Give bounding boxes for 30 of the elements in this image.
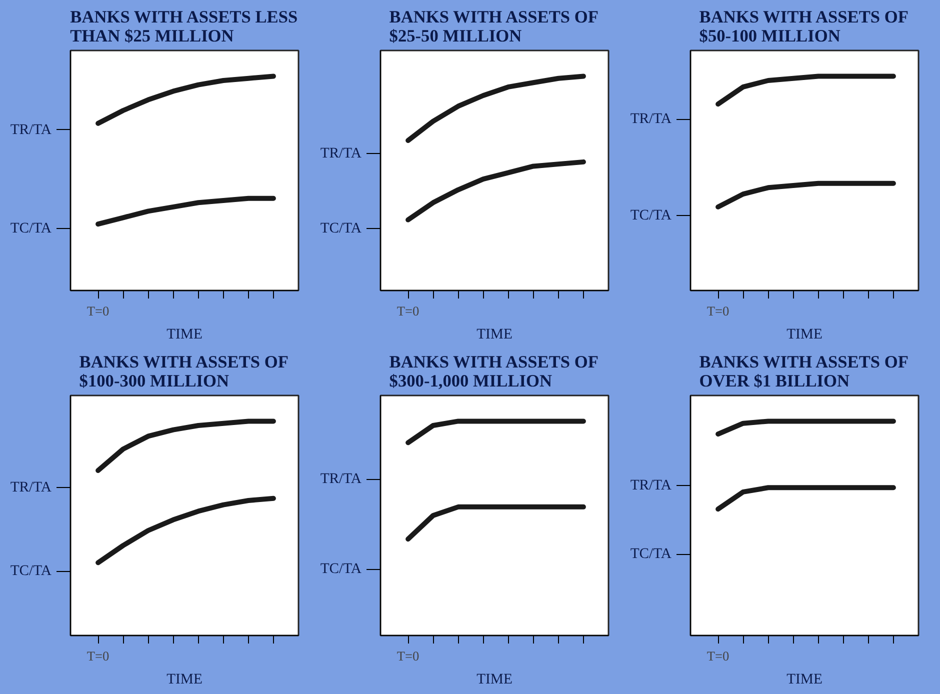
text: T=0 — [396, 304, 420, 318]
text: T=0 — [86, 648, 110, 664]
ref-line-label: TR/TA — [10, 480, 52, 496]
ref-line-label: TC/TA — [320, 561, 362, 578]
chart-title: BANKS WITH ASSETS OF $300-1,000 MILLION — [389, 352, 598, 390]
x-axis-title: TIME — [786, 672, 822, 688]
ref-line-label: TC/TA — [10, 220, 52, 236]
ref-line-label: TR/TA — [630, 111, 672, 128]
ref-line-label: TC/TA — [630, 208, 672, 224]
chart-title: BANKS WITH ASSETS OF OVER $1 BILLION — [699, 352, 908, 390]
ref-line-label: TC/TA — [630, 546, 672, 562]
ref-line-label: TC/TA — [10, 563, 52, 580]
chart-title: BANKS WITH ASSETS OF $25-50 MILLION — [389, 8, 598, 46]
ref-line-label: TR/TA — [320, 145, 362, 162]
x-axis-title: TIME — [166, 326, 202, 342]
text: T=0 — [86, 304, 110, 318]
text: T=0 — [396, 648, 420, 664]
x-axis-title: TIME — [786, 326, 822, 342]
x-axis-title: TIME — [476, 672, 512, 688]
chart-title: BANKS WITH ASSETS OF $50-100 MILLION — [699, 8, 908, 46]
chart-title: BANKS WITH ASSETS LESS THAN $25 MILLION — [70, 8, 298, 46]
text: T=0 — [706, 304, 730, 318]
chart-title: BANKS WITH ASSETS OF $100-300 MILLION — [79, 352, 288, 390]
text: T=0 — [706, 648, 730, 664]
ref-line-label: TR/TA — [320, 471, 362, 488]
ref-line-label: TC/TA — [320, 220, 362, 236]
ref-line-label: TR/TA — [630, 478, 672, 494]
ref-line-label: TR/TA — [10, 122, 52, 138]
x-axis-title: TIME — [476, 326, 512, 342]
x-axis-title: TIME — [166, 672, 202, 688]
